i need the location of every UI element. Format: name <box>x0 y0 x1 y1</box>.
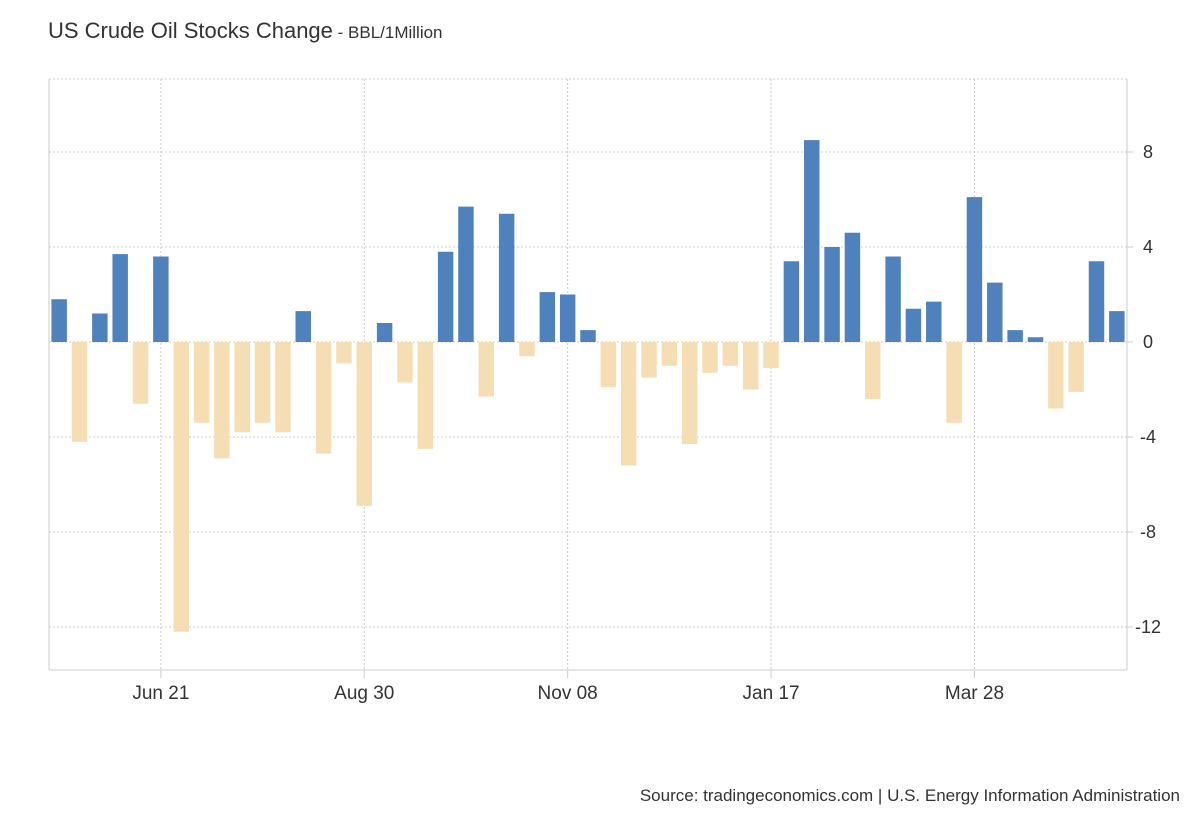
bar-positive <box>1007 330 1023 342</box>
bar-positive <box>153 256 169 342</box>
bar-negative <box>1048 342 1064 409</box>
bar-negative <box>1068 342 1084 392</box>
bar-negative <box>702 342 718 373</box>
bar-positive <box>844 232 861 342</box>
axes <box>48 79 1133 678</box>
bar-negative <box>519 342 535 357</box>
y-tick-label: -8 <box>1140 522 1156 542</box>
bar-negative <box>234 342 250 433</box>
bar-positive <box>783 261 800 342</box>
x-tick-label: Aug 30 <box>334 683 394 704</box>
bar-positive <box>51 299 67 342</box>
bar-negative <box>600 342 617 388</box>
x-tick-label: Mar 28 <box>945 683 1004 704</box>
bar-negative <box>865 342 881 399</box>
bar-positive <box>885 256 901 342</box>
source-note: Source: tradingeconomics.com | U.S. Ener… <box>639 786 1180 805</box>
bar-positive <box>580 330 596 342</box>
bar-positive <box>926 301 942 342</box>
bar-negative <box>661 342 678 366</box>
bar-negative <box>254 342 271 423</box>
bar-negative <box>336 342 352 364</box>
y-tick-label: -4 <box>1140 427 1156 447</box>
bar-negative <box>71 342 88 442</box>
bar-negative <box>356 342 372 506</box>
bar-positive <box>92 313 108 342</box>
bar-positive <box>987 282 1003 342</box>
bar-negative <box>417 342 434 449</box>
x-tick-label: Jun 21 <box>132 683 189 704</box>
y-tick-label: -12 <box>1135 617 1161 637</box>
bar-positive <box>824 247 840 342</box>
bar-negative <box>397 342 413 383</box>
bar-negative <box>620 342 637 466</box>
x-tick-label: Nov 08 <box>538 683 598 704</box>
y-tick-label: 0 <box>1143 332 1153 352</box>
bar-positive <box>1109 311 1125 342</box>
bar-negative <box>742 342 759 390</box>
bar-negative <box>275 342 291 433</box>
bar-negative <box>315 342 332 454</box>
y-tick-label: 8 <box>1143 142 1153 162</box>
bar-positive <box>905 308 922 342</box>
bar-positive <box>1088 261 1105 342</box>
bar-negative <box>214 342 230 459</box>
bar-negative <box>132 342 149 404</box>
bar-negative <box>193 342 210 423</box>
chart-unit: - BBL/1Million <box>332 23 443 42</box>
bar-positive <box>498 213 515 342</box>
bar-negative <box>641 342 657 378</box>
grid-lines <box>49 78 1127 670</box>
bar-negative <box>173 342 189 632</box>
bar-positive <box>112 254 128 342</box>
y-tick-labels: -12 -8 -4 0 4 8 <box>1135 142 1161 637</box>
bar-positive <box>295 311 311 342</box>
bar-positive <box>458 206 474 342</box>
bar-positive <box>804 140 820 342</box>
bar-negative <box>763 342 779 369</box>
bar-negative <box>478 342 495 397</box>
bar-positive <box>1027 337 1044 342</box>
bar-positive <box>539 292 556 342</box>
bar-positive <box>966 197 983 342</box>
chart-title: US Crude Oil Stocks Change <box>48 18 333 43</box>
bar-positive <box>376 323 393 342</box>
y-tick-label: 4 <box>1143 237 1153 257</box>
bar-positive <box>559 294 576 342</box>
x-tick-label: Jan 17 <box>743 683 800 704</box>
bar-positive <box>437 251 454 342</box>
bar-negative <box>946 342 962 423</box>
bar-negative <box>722 342 739 366</box>
x-tick-labels: Jun 21 Aug 30 Nov 08 Jan 17 Mar 28 <box>132 683 1004 704</box>
bars <box>51 140 1125 632</box>
bar-negative <box>681 342 698 445</box>
chart-title-row: US Crude Oil Stocks Change - BBL/1Millio… <box>48 18 443 44</box>
